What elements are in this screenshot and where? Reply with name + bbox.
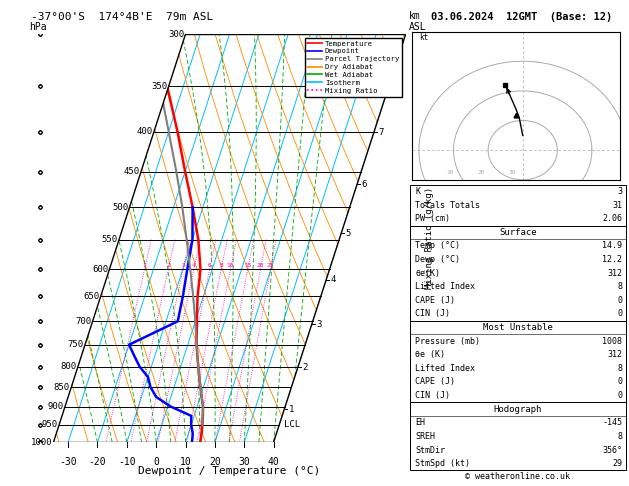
Text: 0: 0 xyxy=(617,296,622,305)
Text: 30: 30 xyxy=(509,170,516,175)
Text: 30: 30 xyxy=(238,456,250,467)
Text: θe (K): θe (K) xyxy=(415,350,445,359)
Text: 600: 600 xyxy=(92,264,108,274)
Text: Surface: Surface xyxy=(499,228,537,237)
Text: EH: EH xyxy=(415,418,425,427)
Text: © weatheronline.co.uk: © weatheronline.co.uk xyxy=(465,472,571,481)
Text: Most Unstable: Most Unstable xyxy=(483,323,553,332)
Text: 700: 700 xyxy=(75,317,91,326)
Text: 6: 6 xyxy=(362,180,367,189)
Text: 850: 850 xyxy=(53,382,70,392)
Text: kt: kt xyxy=(419,34,428,42)
Text: 1008: 1008 xyxy=(602,337,622,346)
Text: 750: 750 xyxy=(67,340,84,349)
Text: 31: 31 xyxy=(612,201,622,209)
Text: 900: 900 xyxy=(47,402,64,411)
Text: 1000: 1000 xyxy=(30,438,52,447)
Text: LCL: LCL xyxy=(284,420,300,429)
Text: Dewp (°C): Dewp (°C) xyxy=(415,255,460,264)
Text: Temp (°C): Temp (°C) xyxy=(415,242,460,250)
Text: CAPE (J): CAPE (J) xyxy=(415,378,455,386)
Text: 10: 10 xyxy=(180,456,191,467)
Text: 8: 8 xyxy=(396,73,401,82)
Text: 450: 450 xyxy=(123,167,140,176)
Text: 6: 6 xyxy=(208,263,211,268)
Text: StmDir: StmDir xyxy=(415,446,445,454)
Text: 4: 4 xyxy=(192,263,196,268)
Text: 7: 7 xyxy=(378,128,384,137)
Text: Dewpoint / Temperature (°C): Dewpoint / Temperature (°C) xyxy=(138,466,321,476)
Text: 3: 3 xyxy=(617,187,622,196)
Text: PW (cm): PW (cm) xyxy=(415,214,450,223)
Text: 650: 650 xyxy=(83,292,99,301)
Text: Totals Totals: Totals Totals xyxy=(415,201,480,209)
Text: 40: 40 xyxy=(268,456,279,467)
Text: 1: 1 xyxy=(143,263,147,268)
Text: 1: 1 xyxy=(289,405,294,414)
Text: km
ASL: km ASL xyxy=(409,11,426,32)
Text: 8: 8 xyxy=(617,432,622,441)
Text: Pressure (mb): Pressure (mb) xyxy=(415,337,480,346)
Text: 8: 8 xyxy=(617,364,622,373)
Text: K: K xyxy=(415,187,420,196)
Legend: Temperature, Dewpoint, Parcel Trajectory, Dry Adiabat, Wet Adiabat, Isotherm, Mi: Temperature, Dewpoint, Parcel Trajectory… xyxy=(304,37,402,97)
Text: 12.2: 12.2 xyxy=(602,255,622,264)
Text: -10: -10 xyxy=(118,456,136,467)
Text: Lifted Index: Lifted Index xyxy=(415,364,475,373)
Text: CIN (J): CIN (J) xyxy=(415,391,450,400)
Text: Hodograph: Hodograph xyxy=(494,405,542,414)
Text: 800: 800 xyxy=(60,362,77,371)
Text: 950: 950 xyxy=(42,420,58,429)
Text: 400: 400 xyxy=(136,127,152,136)
Text: CIN (J): CIN (J) xyxy=(415,310,450,318)
Text: 500: 500 xyxy=(112,203,128,212)
Text: 350: 350 xyxy=(151,82,167,91)
Text: 0: 0 xyxy=(617,378,622,386)
Text: 356°: 356° xyxy=(602,446,622,454)
Text: 550: 550 xyxy=(101,235,118,244)
Text: 0: 0 xyxy=(153,456,159,467)
Text: 03.06.2024  12GMT  (Base: 12): 03.06.2024 12GMT (Base: 12) xyxy=(431,12,613,22)
Text: 10: 10 xyxy=(227,263,234,268)
Text: θe(K): θe(K) xyxy=(415,269,440,278)
Text: 2: 2 xyxy=(302,363,308,372)
Text: -30: -30 xyxy=(59,456,77,467)
Text: Mixing Ratio (g/kg): Mixing Ratio (g/kg) xyxy=(425,187,434,289)
Text: StmSpd (kt): StmSpd (kt) xyxy=(415,459,470,468)
Text: 300: 300 xyxy=(168,30,184,38)
Text: -20: -20 xyxy=(89,456,106,467)
Text: hPa: hPa xyxy=(30,21,47,32)
Text: 4: 4 xyxy=(331,275,336,284)
Text: 312: 312 xyxy=(607,350,622,359)
Text: 20: 20 xyxy=(478,170,485,175)
Text: 0: 0 xyxy=(617,310,622,318)
Text: 20: 20 xyxy=(209,456,221,467)
Text: 5: 5 xyxy=(345,229,351,238)
Text: 20: 20 xyxy=(257,263,264,268)
Text: SREH: SREH xyxy=(415,432,435,441)
Text: 2.06: 2.06 xyxy=(602,214,622,223)
Text: 8: 8 xyxy=(617,282,622,291)
Text: 3: 3 xyxy=(316,320,321,329)
Text: -145: -145 xyxy=(602,418,622,427)
Text: 8: 8 xyxy=(220,263,223,268)
Text: 3: 3 xyxy=(181,263,185,268)
Text: 25: 25 xyxy=(267,263,274,268)
Text: 14.9: 14.9 xyxy=(602,242,622,250)
Text: 312: 312 xyxy=(607,269,622,278)
Text: 2: 2 xyxy=(167,263,170,268)
Text: 10: 10 xyxy=(447,170,454,175)
Text: 29: 29 xyxy=(612,459,622,468)
Text: CAPE (J): CAPE (J) xyxy=(415,296,455,305)
Text: Lifted Index: Lifted Index xyxy=(415,282,475,291)
Text: 0: 0 xyxy=(617,391,622,400)
Text: -37°00'S  174°4B'E  79m ASL: -37°00'S 174°4B'E 79m ASL xyxy=(31,12,214,22)
Text: 15: 15 xyxy=(244,263,252,268)
